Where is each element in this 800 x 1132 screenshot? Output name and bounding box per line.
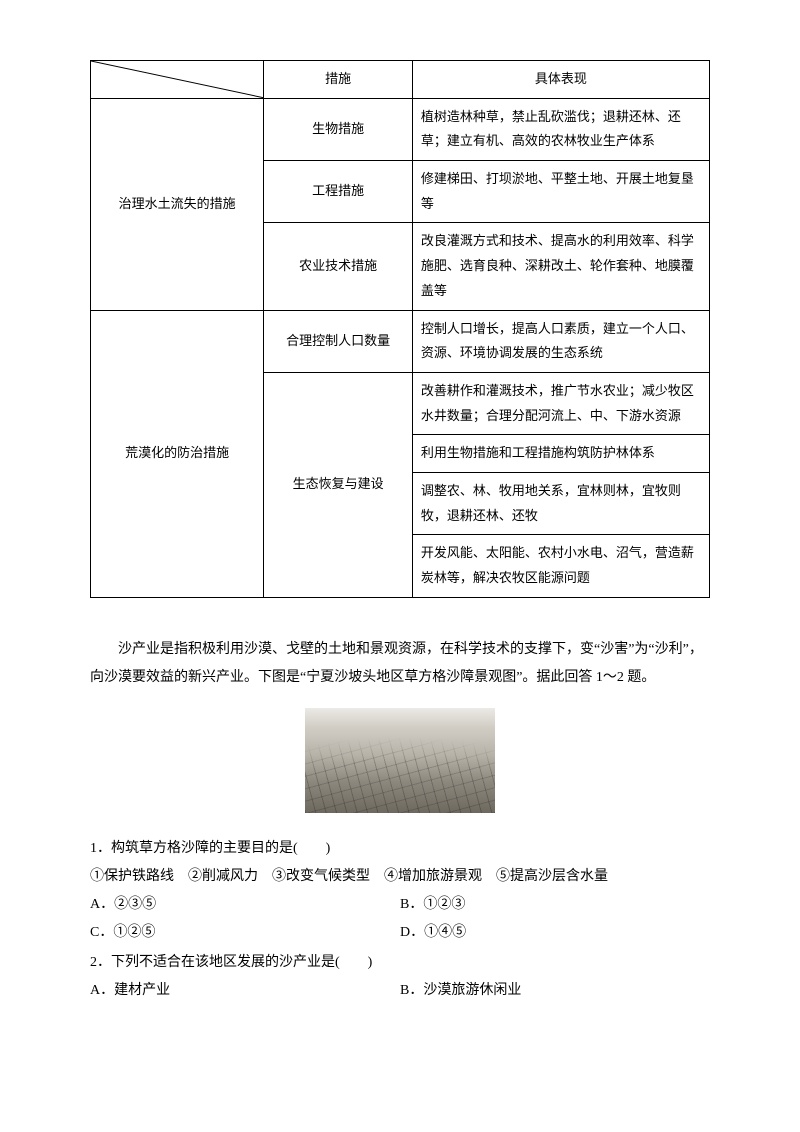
s1-detail-1: 修建梯田、打坝淤地、平整土地、开展土地复垦等 (412, 161, 709, 223)
s2-pop-detail: 控制人口增长，提高人口素质，建立一个人口、资源、环境协调发展的生态系统 (412, 310, 709, 372)
section2-label: 荒漠化的防治措施 (91, 310, 264, 597)
s1-measure-0: 生物措施 (264, 98, 413, 160)
q2-opt-a: A．建材产业 (90, 977, 400, 1005)
passage-text: 沙产业是指积极利用沙漠、戈壁的土地和景观资源，在科学技术的支撑下，变“沙害”为“… (90, 636, 710, 692)
diagonal-line-icon (91, 61, 263, 98)
s1-detail-0: 植树造林种草，禁止乱砍滥伐；退耕还林、还草；建立有机、高效的农林牧业生产体系 (412, 98, 709, 160)
s2-eco-detail-1: 利用生物措施和工程措施构筑防护林体系 (412, 435, 709, 473)
s2-eco-detail-0: 改善耕作和灌溉技术，推广节水农业；减少牧区水井数量；合理分配河流上、中、下游水资… (412, 372, 709, 434)
q2-options-row-1: A．建材产业 B．沙漠旅游休闲业 (90, 977, 710, 1005)
s2-eco-detail-3: 开发风能、太阳能、农村小水电、沼气，营造薪炭林等，解决农牧区能源问题 (412, 535, 709, 597)
s1-measure-1: 工程措施 (264, 161, 413, 223)
q1-opt-d: D．①④⑤ (400, 919, 710, 947)
s2-eco-detail-2: 调整农、林、牧用地关系，宜林则林，宜牧则牧，退耕还林、还牧 (412, 472, 709, 534)
section1-label: 治理水土流失的措施 (91, 98, 264, 310)
q1-opt-b: B．①②③ (400, 891, 710, 919)
q2-opt-b: B．沙漠旅游休闲业 (400, 977, 710, 1005)
s1-detail-2: 改良灌溉方式和技术、提高水的利用效率、科学施肥、选育良种、深耕改土、轮作套种、地… (412, 223, 709, 310)
q1-choices-line: ①保护铁路线 ②削减风力 ③改变气候类型 ④增加旅游景观 ⑤提高沙层含水量 (90, 863, 710, 891)
passage-block: 沙产业是指积极利用沙漠、戈壁的土地和景观资源，在科学技术的支撑下，变“沙害”为“… (90, 636, 710, 692)
s2-pop-measure: 合理控制人口数量 (264, 310, 413, 372)
q1-opt-a: A．②③⑤ (90, 891, 400, 919)
q1-options-row-1: A．②③⑤ B．①②③ (90, 891, 710, 919)
figure-container (90, 708, 710, 821)
diagonal-header-cell (91, 61, 264, 99)
s1-measure-2: 农业技术措施 (264, 223, 413, 310)
q1-options-row-2: C．①②⑤ D．①④⑤ (90, 919, 710, 947)
q1-opt-c: C．①②⑤ (90, 919, 400, 947)
sand-barrier-image (305, 708, 495, 813)
q2-stem: 2．下列不适合在该地区发展的沙产业是( ) (90, 949, 710, 977)
q1-stem: 1．构筑草方格沙障的主要目的是( ) (90, 835, 710, 863)
measures-table: 措施 具体表现 治理水土流失的措施 生物措施 植树造林种草，禁止乱砍滥伐；退耕还… (90, 60, 710, 598)
header-measure: 措施 (264, 61, 413, 99)
header-detail: 具体表现 (412, 61, 709, 99)
questions-block: 1．构筑草方格沙障的主要目的是( ) ①保护铁路线 ②削减风力 ③改变气候类型 … (90, 835, 710, 1005)
s2-eco-label: 生态恢复与建设 (264, 372, 413, 597)
